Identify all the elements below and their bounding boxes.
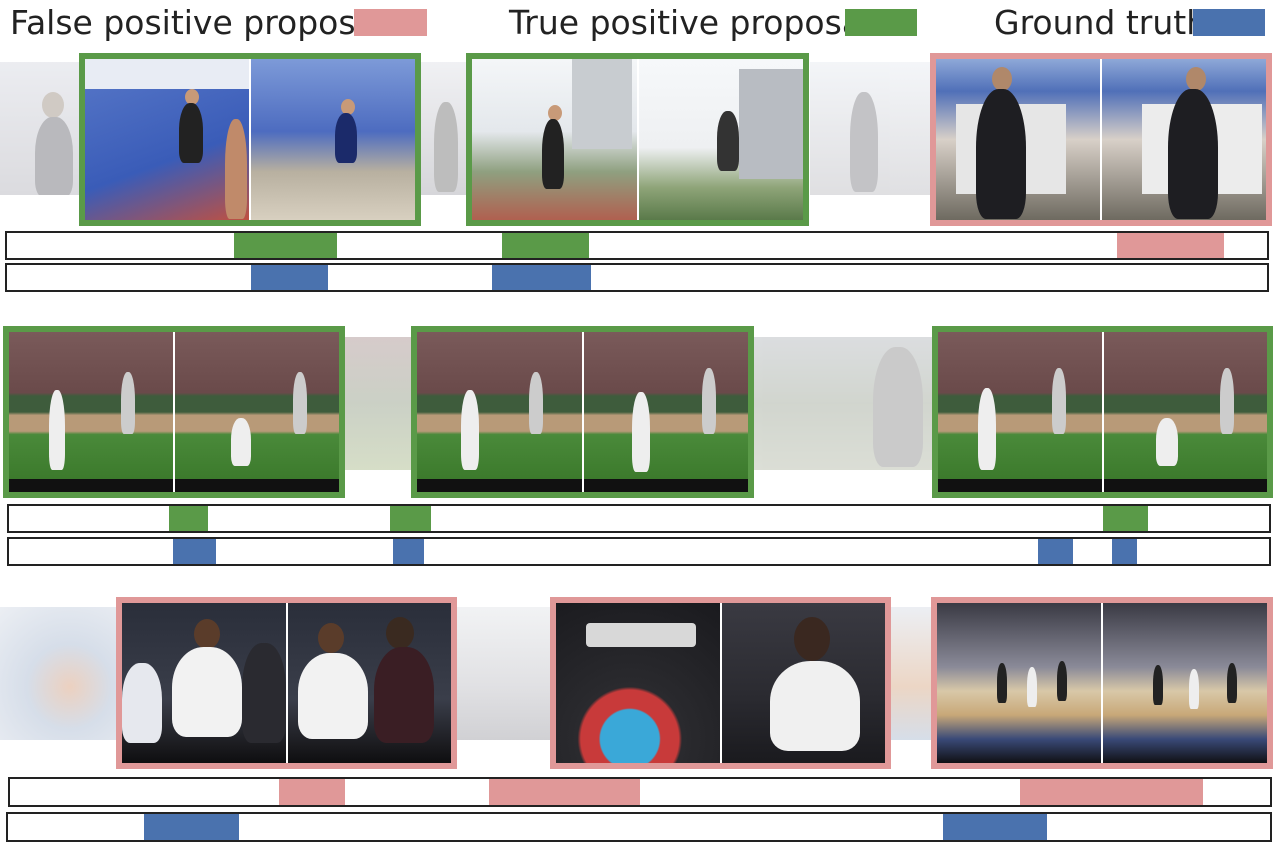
video-frame-thumbnail [556,603,720,763]
proposal-track [5,231,1269,260]
legend-false-positive-label: False positive proposal [10,3,385,42]
true-positive-proposal-frame [466,53,809,226]
ground-truth-segment [1038,539,1073,564]
video-frame-thumbnail [636,59,803,220]
video-frame-thumbnail [581,332,748,492]
background-frame [456,607,552,740]
false-positive-proposal-frame [931,597,1273,769]
background-frame [0,607,116,740]
video-frame-thumbnail [173,332,339,492]
true-positive-segment [1103,506,1148,531]
video-frame-thumbnail [417,332,582,492]
false-positive-segment [1117,233,1224,258]
true-positive-proposal-frame [932,326,1273,498]
background-frame [890,607,933,740]
video-frame-thumbnail [1101,332,1267,492]
video-frame-thumbnail [472,59,637,220]
legend-true-positive-label: True positive proposal [509,3,872,42]
video-frame-thumbnail [285,603,451,763]
false-positive-segment [489,779,640,805]
ground-truth-segment [144,814,239,840]
true-positive-proposal-frame [3,326,345,498]
true-positive-segment [234,233,337,258]
legend-ground-truth-label: Ground truth [994,3,1208,42]
proposal-track [7,504,1271,533]
background-frame [420,62,470,195]
video-frame-thumbnail [938,332,1102,492]
ground-truth-segment [393,539,424,564]
video-frame-thumbnail [9,332,173,492]
legend-ground-truth-swatch [1193,9,1265,36]
false-positive-proposal-frame [930,53,1272,226]
ground-truth-track [7,537,1271,566]
video-frame-thumbnail [122,603,286,763]
ground-truth-segment [492,265,591,290]
video-frame-thumbnail [85,59,249,220]
video-frame-thumbnail [249,59,415,220]
ground-truth-track [6,812,1272,842]
ground-truth-segment [251,265,328,290]
ground-truth-segment [173,539,216,564]
true-positive-proposal-frame [411,326,754,498]
background-frame [753,337,933,470]
background-frame [345,337,412,470]
proposal-track [8,777,1272,807]
legend-false-positive-swatch [354,9,427,36]
false-positive-proposal-frame [550,597,891,769]
background-frame [0,62,80,195]
video-frame-thumbnail [719,603,885,763]
true-positive-segment [390,506,431,531]
false-positive-proposal-frame [116,597,457,769]
video-frame-thumbnail [937,603,1101,763]
ground-truth-segment [1112,539,1137,564]
background-frame [810,62,932,195]
true-positive-proposal-frame [79,53,421,226]
true-positive-segment [502,233,589,258]
false-positive-segment [279,779,345,805]
video-frame-thumbnail [1100,59,1266,220]
video-frame-thumbnail [1101,603,1267,763]
video-frame-thumbnail [936,59,1100,220]
legend-true-positive-swatch [845,9,917,36]
true-positive-segment [169,506,208,531]
ground-truth-track [5,263,1269,292]
false-positive-segment [1020,779,1203,805]
ground-truth-segment [943,814,1047,840]
